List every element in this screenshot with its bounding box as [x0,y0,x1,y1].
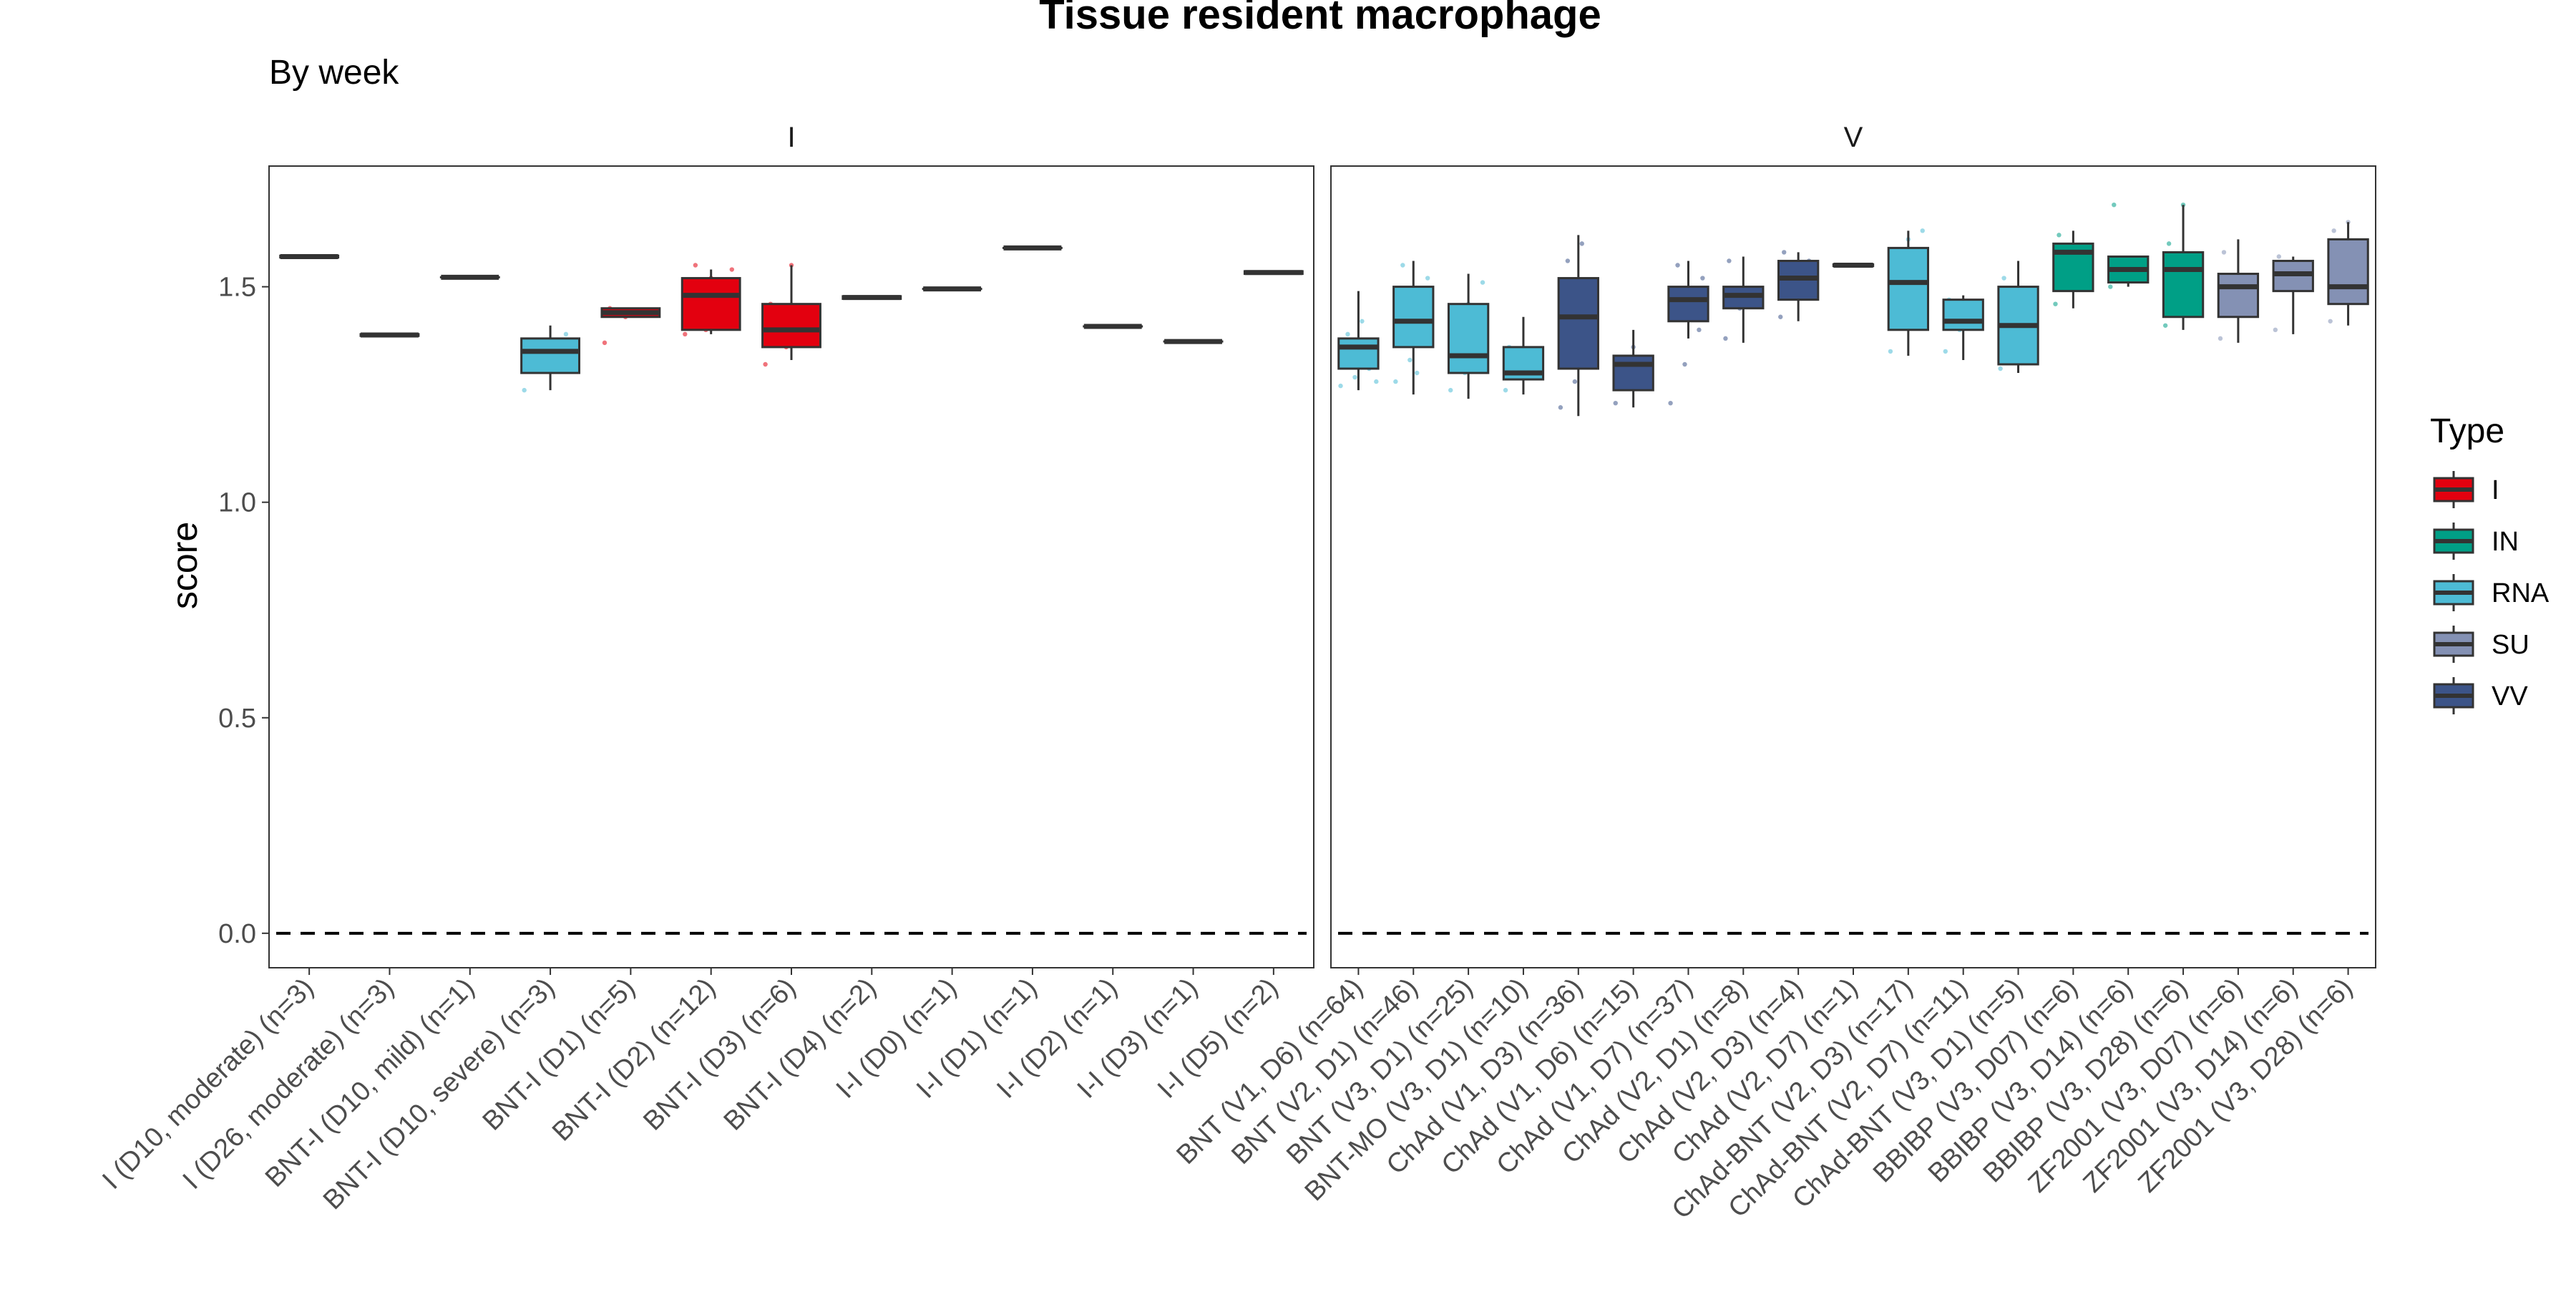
data-point [602,341,607,345]
data-point [1400,263,1405,267]
data-point [1888,349,1893,354]
data-point [2163,324,2167,328]
box-rect [2218,274,2258,317]
legend-label: IN [2492,527,2519,557]
data-point [1503,388,1508,392]
y-tick-label: 0.0 [218,919,256,949]
data-point [1697,328,1701,332]
data-point [730,267,734,271]
facet-panels: I0.00.51.01.5I (D10, moderate) (n=3)I (D… [97,122,2376,1225]
chart-subtitle: By week [269,54,399,92]
box-rect [1339,339,1378,369]
legend-label: RNA [2492,578,2550,608]
legend-item: RNA [2434,574,2550,611]
box-group [280,256,338,257]
data-point [1614,401,1618,405]
legend-label: I [2492,475,2499,505]
data-point [1352,375,1357,379]
data-point [1580,241,1584,246]
data-point [1558,405,1563,409]
data-point [1778,315,1782,319]
box-rect [522,339,580,373]
data-point [522,388,526,392]
data-point [1566,258,1570,263]
data-point [2218,336,2223,341]
y-axis-label: score [165,522,205,609]
data-point [2331,228,2336,233]
data-point [1782,250,1786,254]
box-rect [763,304,821,347]
data-point [763,362,767,366]
data-point [1723,336,1727,341]
data-point [1700,276,1704,280]
legend-label: SU [2492,630,2529,660]
legend-item: I [2434,471,2499,508]
data-point [1374,379,1378,384]
data-point [564,332,568,336]
data-point [2053,301,2057,306]
data-point [1682,362,1687,366]
y-tick-label: 1.0 [218,488,256,518]
data-point [2108,284,2112,288]
data-point [1727,258,1731,263]
data-point [1345,332,1350,336]
data-point [1415,371,1419,375]
facet-panel: I0.00.51.01.5I (D10, moderate) (n=3)I (D… [97,122,1314,1215]
legend-title: Type [2430,412,2504,450]
data-point [2328,319,2332,324]
data-point [2167,241,2171,246]
box-rect [1888,248,1928,329]
data-point [1393,379,1397,384]
legend-item: VV [2434,677,2528,714]
box-rect [1614,356,1653,390]
data-point [1573,379,1577,384]
legend-item: SU [2434,626,2529,663]
data-point [1668,401,1672,405]
x-tick-label: BNT-I (D1) (n=5) [477,973,641,1137]
data-point [1480,280,1485,284]
x-tick-label: BNT-I (D4) (n=2) [718,973,882,1137]
box-rect [2328,239,2368,303]
box-rect [1448,304,1488,373]
data-point [2273,328,2278,332]
data-point [693,263,698,267]
box-rect [1558,278,1598,369]
data-point [2222,250,2226,254]
data-point [1921,228,1925,233]
data-point [2001,276,2006,280]
data-point [1360,319,1364,324]
facet-strip-label: V [1844,122,1863,153]
y-tick-label: 1.5 [218,273,256,303]
box-rect [682,278,740,330]
data-point [1425,276,1430,280]
data-point [1407,358,1412,362]
data-point [1998,366,2002,371]
legend-item: IN [2434,523,2519,560]
box-rect [1394,287,1433,347]
data-point [1448,388,1453,392]
box-rect [2163,252,2202,316]
data-point [2057,233,2061,237]
data-point [2112,203,2116,207]
data-point [1675,263,1679,267]
box-group [1833,264,1873,266]
y-tick-label: 0.5 [218,704,256,734]
x-tick-label: BNT-I (D3) (n=6) [638,973,801,1137]
data-point [1943,349,1948,354]
box-rect [1669,287,1708,321]
data-point [2277,254,2281,258]
facet-strip-label: I [787,122,795,153]
box-group [843,296,901,299]
chart-title: Tissue resident macrophage [1039,0,1601,38]
data-point [683,332,687,336]
data-point [1338,384,1342,388]
box-group [1244,271,1302,274]
legend: I IN RNA SU VV [2434,471,2550,714]
box-group [361,334,419,336]
legend-label: VV [2492,681,2528,711]
box-rect [1943,300,1983,330]
